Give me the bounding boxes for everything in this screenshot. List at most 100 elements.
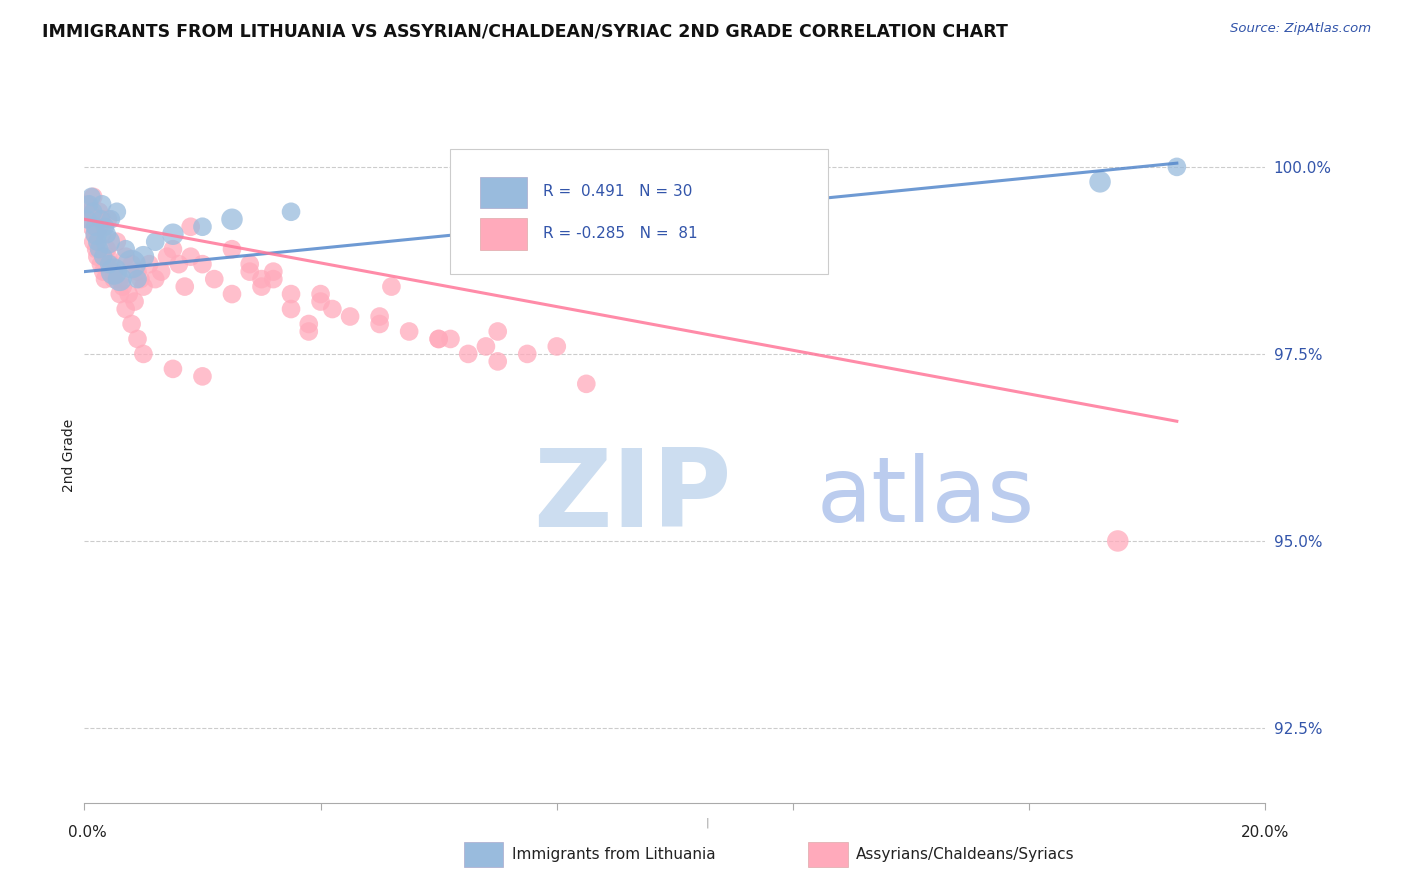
Point bbox=[76, 212, 98, 227]
Point bbox=[298, 325, 321, 339]
Point bbox=[309, 287, 332, 301]
Point bbox=[105, 235, 128, 249]
Point bbox=[250, 279, 273, 293]
Point bbox=[100, 257, 122, 271]
Point bbox=[121, 257, 143, 271]
Point bbox=[262, 272, 284, 286]
Point bbox=[427, 332, 450, 346]
Point bbox=[108, 287, 131, 301]
Point bbox=[180, 219, 202, 234]
Text: Source: ZipAtlas.com: Source: ZipAtlas.com bbox=[1230, 22, 1371, 36]
Point bbox=[380, 279, 402, 293]
Point bbox=[162, 227, 184, 242]
Point bbox=[221, 242, 243, 256]
Point bbox=[87, 242, 111, 256]
Point bbox=[150, 265, 173, 279]
Point bbox=[143, 235, 166, 249]
Point bbox=[221, 212, 243, 227]
Point bbox=[111, 279, 134, 293]
Y-axis label: 2nd Grade: 2nd Grade bbox=[62, 418, 76, 491]
Point bbox=[167, 257, 190, 271]
Point bbox=[90, 257, 112, 271]
Point bbox=[121, 257, 143, 271]
Point bbox=[262, 265, 284, 279]
Point bbox=[280, 204, 302, 219]
Point bbox=[86, 235, 108, 249]
Point bbox=[339, 310, 361, 324]
Point bbox=[221, 287, 243, 301]
Point bbox=[91, 197, 114, 211]
Point bbox=[475, 339, 498, 353]
Point bbox=[97, 250, 120, 264]
Point bbox=[82, 190, 104, 204]
Point bbox=[82, 204, 104, 219]
Point bbox=[298, 317, 321, 331]
Point bbox=[191, 219, 214, 234]
Point bbox=[132, 279, 155, 293]
Point bbox=[1107, 533, 1129, 548]
Point bbox=[79, 204, 101, 219]
Point bbox=[191, 257, 214, 271]
Point bbox=[91, 250, 114, 264]
Point bbox=[91, 227, 114, 242]
Point bbox=[180, 250, 202, 264]
Text: atlas: atlas bbox=[817, 452, 1035, 541]
Point bbox=[427, 332, 450, 346]
Point bbox=[132, 347, 155, 361]
Point bbox=[239, 265, 262, 279]
Point bbox=[100, 212, 122, 227]
Point bbox=[108, 272, 131, 286]
Point bbox=[82, 235, 104, 249]
Point bbox=[96, 242, 118, 256]
Point bbox=[202, 272, 225, 286]
FancyBboxPatch shape bbox=[479, 219, 527, 250]
Point bbox=[173, 279, 195, 293]
Point bbox=[108, 272, 131, 286]
Point bbox=[124, 294, 146, 309]
Point bbox=[1088, 175, 1111, 189]
Point bbox=[105, 204, 128, 219]
Point bbox=[87, 219, 111, 234]
FancyBboxPatch shape bbox=[479, 177, 527, 208]
Point bbox=[368, 317, 391, 331]
Point bbox=[250, 272, 273, 286]
Point bbox=[114, 242, 136, 256]
Point bbox=[91, 212, 114, 227]
Text: Immigrants from Lithuania: Immigrants from Lithuania bbox=[512, 847, 716, 862]
Point bbox=[486, 325, 509, 339]
Point bbox=[84, 227, 107, 242]
Point bbox=[84, 219, 107, 234]
Point bbox=[97, 212, 120, 227]
Point bbox=[77, 212, 100, 227]
Point bbox=[114, 301, 136, 316]
Point bbox=[191, 369, 214, 384]
Point bbox=[94, 272, 117, 286]
Point bbox=[87, 204, 111, 219]
Text: 20.0%: 20.0% bbox=[1241, 825, 1289, 840]
Text: Assyrians/Chaldeans/Syriacs: Assyrians/Chaldeans/Syriacs bbox=[856, 847, 1074, 862]
Point bbox=[103, 265, 125, 279]
Point bbox=[127, 265, 149, 279]
Text: |: | bbox=[706, 817, 709, 828]
Point bbox=[77, 197, 100, 211]
Point bbox=[575, 376, 598, 391]
Point bbox=[84, 242, 107, 256]
Point bbox=[114, 250, 136, 264]
Point bbox=[439, 332, 461, 346]
Point bbox=[127, 332, 149, 346]
Point bbox=[162, 242, 184, 256]
Point bbox=[457, 347, 479, 361]
Point bbox=[91, 265, 114, 279]
Point bbox=[486, 354, 509, 368]
Point bbox=[516, 347, 538, 361]
FancyBboxPatch shape bbox=[450, 149, 828, 274]
Point bbox=[280, 287, 302, 301]
Point bbox=[368, 310, 391, 324]
Point bbox=[96, 227, 118, 242]
Point bbox=[143, 272, 166, 286]
Point bbox=[80, 190, 103, 204]
Point bbox=[118, 287, 141, 301]
Point bbox=[103, 272, 125, 286]
Point bbox=[98, 257, 121, 271]
Point bbox=[546, 339, 568, 353]
